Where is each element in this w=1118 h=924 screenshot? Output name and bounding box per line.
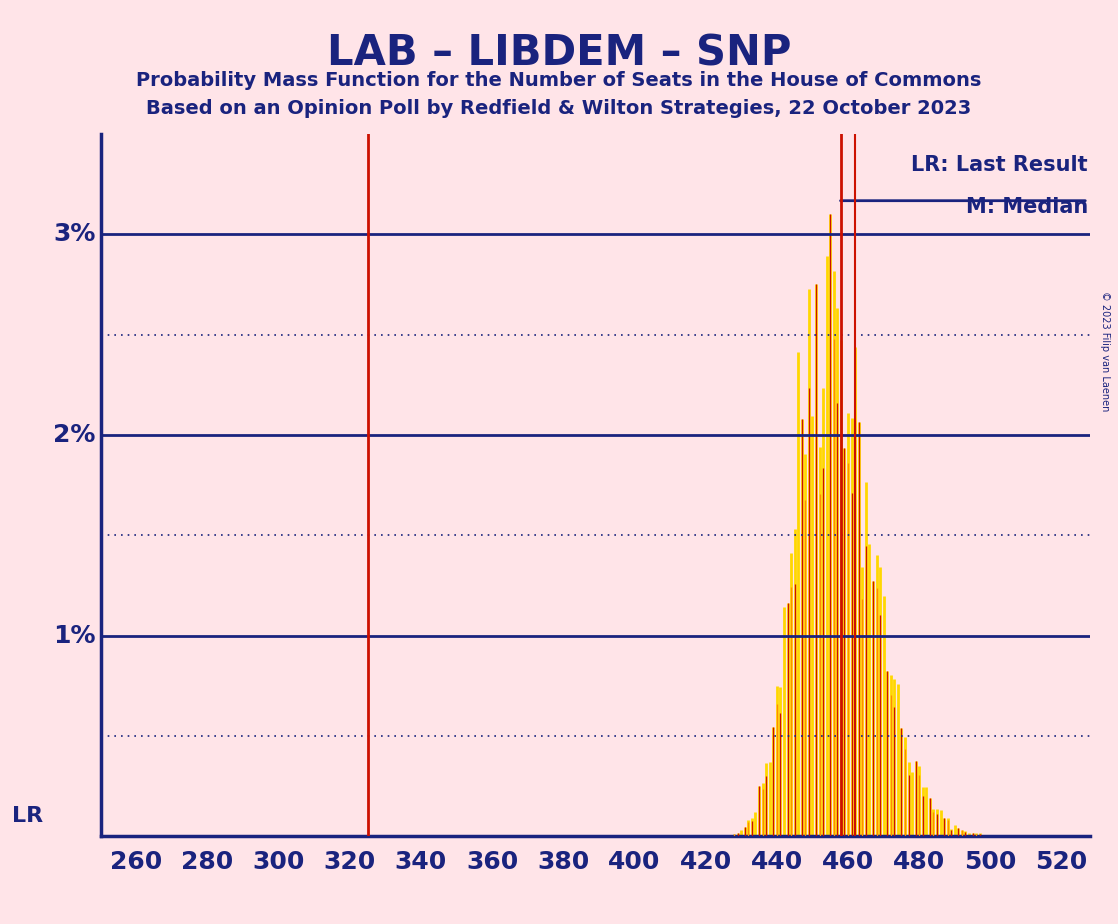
Text: 1%: 1% — [54, 624, 96, 648]
Text: LR: LR — [11, 806, 42, 826]
Text: LAB – LIBDEM – SNP: LAB – LIBDEM – SNP — [326, 32, 792, 74]
Text: M: Median: M: Median — [966, 197, 1088, 217]
Text: 3%: 3% — [54, 223, 96, 247]
Text: Based on an Opinion Poll by Redfield & Wilton Strategies, 22 October 2023: Based on an Opinion Poll by Redfield & W… — [146, 99, 972, 118]
Text: © 2023 Filip van Laenen: © 2023 Filip van Laenen — [1100, 291, 1109, 411]
Text: 2%: 2% — [54, 423, 96, 447]
Text: Probability Mass Function for the Number of Seats in the House of Commons: Probability Mass Function for the Number… — [136, 71, 982, 91]
Text: LR: Last Result: LR: Last Result — [911, 155, 1088, 175]
